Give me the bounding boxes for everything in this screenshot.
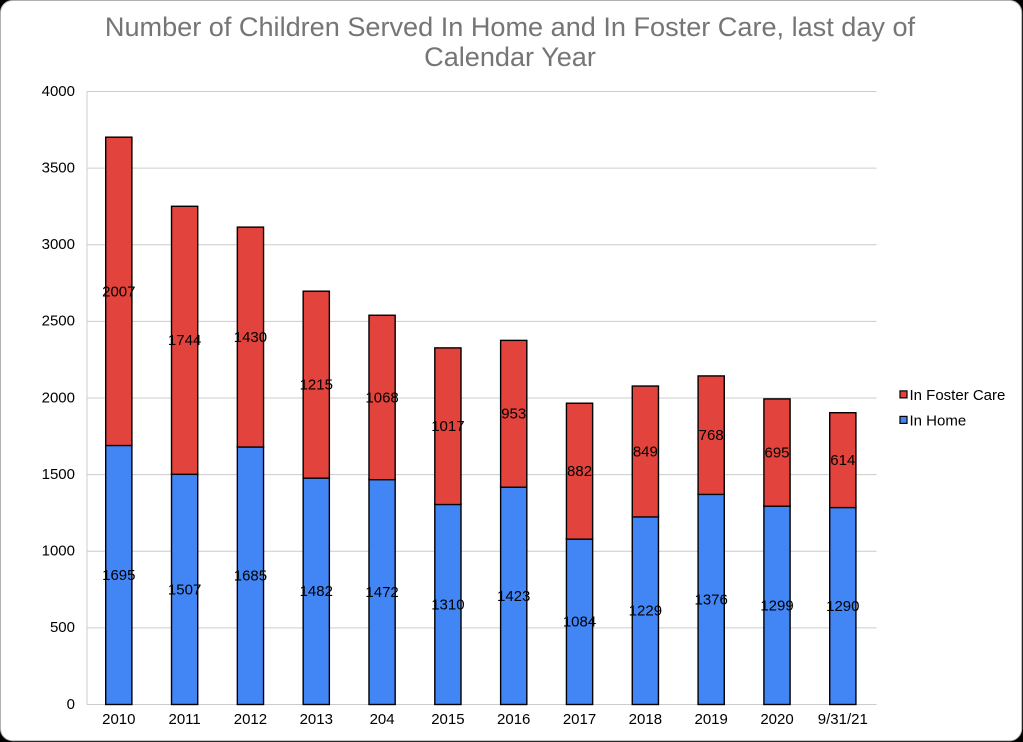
svg-text:1310: 1310 [431,596,464,613]
svg-text:1084: 1084 [563,614,596,631]
svg-text:2500: 2500 [42,313,75,330]
svg-text:1430: 1430 [234,329,267,346]
svg-text:2010: 2010 [102,711,135,728]
svg-text:1215: 1215 [300,377,333,394]
svg-text:9/31/21: 9/31/21 [818,711,868,728]
svg-text:1229: 1229 [629,603,662,620]
svg-text:0: 0 [67,696,75,713]
svg-text:1423: 1423 [497,588,530,605]
svg-text:695: 695 [764,444,789,461]
svg-text:882: 882 [567,463,592,480]
svg-text:1290: 1290 [826,598,859,615]
svg-text:2018: 2018 [629,711,662,728]
svg-text:1744: 1744 [168,332,201,349]
svg-text:Number of Children Served In H: Number of Children Served In Home and In… [105,11,916,42]
svg-text:4000: 4000 [42,83,75,100]
svg-text:2011: 2011 [168,711,200,728]
svg-text:1376: 1376 [694,591,727,608]
svg-text:500: 500 [50,619,75,636]
svg-text:1017: 1017 [431,418,464,435]
svg-text:In Home: In Home [910,412,967,429]
svg-text:1685: 1685 [234,568,267,585]
svg-text:849: 849 [633,443,658,460]
svg-text:2015: 2015 [431,711,464,728]
svg-text:1068: 1068 [365,389,398,406]
svg-text:614: 614 [830,452,855,469]
svg-text:2019: 2019 [694,711,727,728]
svg-text:In Foster Care: In Foster Care [910,387,1006,404]
svg-text:2013: 2013 [300,711,333,728]
svg-text:2012: 2012 [234,711,267,728]
svg-text:1500: 1500 [42,466,75,483]
svg-text:1000: 1000 [42,543,75,560]
svg-text:204: 204 [370,711,395,728]
svg-text:Calendar Year: Calendar Year [424,41,596,72]
svg-text:3000: 3000 [42,236,75,253]
svg-text:1299: 1299 [760,597,793,614]
svg-text:2007: 2007 [102,283,135,300]
svg-text:1482: 1482 [300,583,333,600]
svg-text:2017: 2017 [563,711,596,728]
svg-text:1695: 1695 [102,567,135,584]
svg-text:2016: 2016 [497,711,530,728]
svg-text:2020: 2020 [760,711,793,728]
svg-text:768: 768 [699,427,724,444]
svg-text:1507: 1507 [168,581,201,598]
svg-text:1472: 1472 [365,584,398,601]
svg-text:953: 953 [501,406,526,423]
svg-text:2000: 2000 [42,389,75,406]
svg-text:3500: 3500 [42,159,75,176]
